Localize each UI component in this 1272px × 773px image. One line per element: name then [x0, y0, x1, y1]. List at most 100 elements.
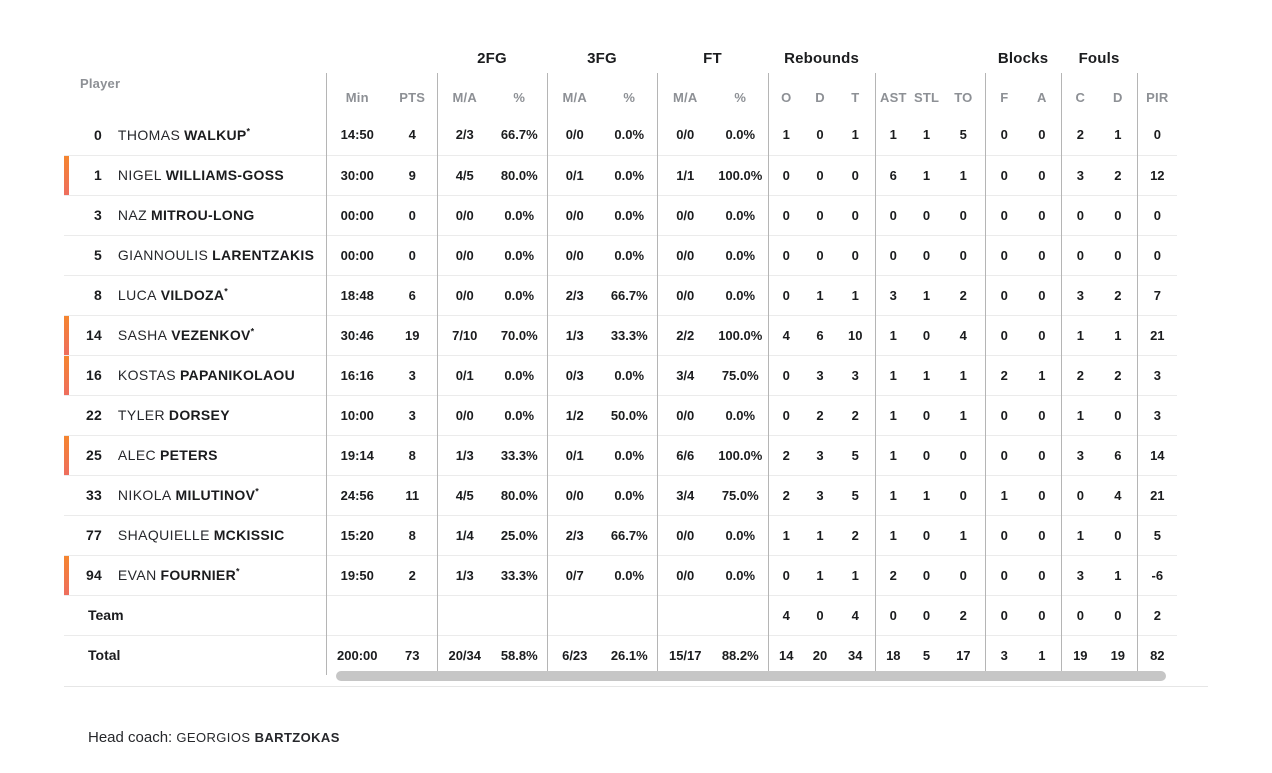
fg2-ma-cell: 0/0	[436, 274, 492, 315]
column-header-ft-pct: %	[734, 90, 747, 105]
pts-cell: 3	[388, 354, 437, 395]
blk-f-cell: 0	[984, 274, 1024, 315]
reb-d-cell: 2	[804, 394, 837, 435]
min-cell: 19:50	[325, 554, 388, 595]
player-last-name: VILDOZA	[160, 287, 225, 303]
player-cell: 25 ALEC PETERS	[64, 434, 326, 475]
fg2-pct-cell: 33.3%	[492, 434, 547, 475]
min-cell: 18:48	[325, 274, 388, 315]
starter-mark: *	[250, 326, 255, 337]
head-coach-last-name: BARTZOKAS	[254, 730, 340, 745]
ast-cell: 6	[874, 154, 912, 195]
stl-cell: 1	[911, 354, 943, 395]
min-cell: 24:56	[325, 474, 388, 515]
player-cell: 14 SASHA VEZENKOV*	[64, 314, 326, 355]
to-cell: 1	[942, 354, 986, 395]
fg3-pct-cell: 0.0%	[602, 434, 657, 475]
pts-cell: 6	[388, 274, 437, 315]
player-last-name: WILLIAMS-GOSS	[165, 167, 285, 183]
on-court-indicator	[64, 276, 69, 315]
blk-f-cell: 0	[984, 554, 1024, 595]
fg2-pct-cell: 0.0%	[492, 194, 547, 235]
player-rows: 0 THOMAS WALKUP* 14:50 4 2/3 66.7% 0/0 0…	[64, 115, 1178, 595]
ast-cell: 1	[874, 474, 912, 515]
column-header-ast: AST	[874, 73, 912, 115]
fg2-pct-cell: 70.0%	[492, 314, 547, 355]
player-number: 77	[86, 527, 102, 543]
player-number: 33	[86, 487, 102, 503]
column-header-blk-a: A	[1037, 90, 1047, 105]
fg3-ma-cell: 0/0	[546, 194, 602, 235]
foul-c-cell: 0	[1060, 474, 1100, 515]
ast-cell: 0	[874, 194, 912, 235]
fg3-pct-cell: 0.0%	[602, 554, 657, 595]
blk-a-cell: 0	[1023, 154, 1062, 195]
stl-cell: 1	[911, 154, 943, 195]
on-court-indicator	[64, 435, 69, 475]
ft-pct-cell: 0.0%	[713, 394, 769, 435]
foul-d-cell: 1	[1099, 314, 1138, 355]
team-row: Team 4 0 4 0 0 2 0 0 0	[64, 594, 1178, 635]
foul-c-cell: 1	[1060, 314, 1100, 355]
total-to-cell: 17	[942, 634, 986, 675]
reb-d-cell: 1	[804, 274, 837, 315]
to-cell: 5	[959, 127, 967, 143]
horizontal-scrollbar-thumb[interactable]	[336, 671, 1166, 681]
fg2-pct-cell: 33.3%	[492, 554, 547, 595]
total-pts-cell: 73	[388, 634, 437, 675]
fg2-pct-cell: 0.0%	[492, 394, 547, 435]
fg3-pct-cell: 66.7%	[602, 274, 657, 315]
pts-cell: 4	[408, 127, 416, 143]
stl-cell: 0	[911, 234, 943, 275]
fg3-ma-cell: 0/0	[546, 115, 602, 155]
player-row: 8 LUCA VILDOZA* 18:48 6 0/0 0.0% 2/3 66.…	[64, 274, 1178, 315]
foul-d-cell: 6	[1099, 434, 1138, 475]
foul-d-cell: 0	[1099, 514, 1138, 555]
to-cell: 0	[942, 434, 986, 475]
ast-cell: 2	[874, 554, 912, 595]
fg3-ma-cell: 0/1	[546, 154, 602, 195]
reb-o-cell: 0	[767, 274, 805, 315]
on-court-indicator	[64, 196, 69, 235]
team-ft-pct-cell	[713, 594, 769, 635]
ft-ma-cell: 0/0	[656, 514, 713, 555]
blk-a-cell: 0	[1023, 234, 1062, 275]
foul-d-cell: 2	[1099, 274, 1138, 315]
reb-t-cell: 5	[836, 474, 876, 515]
fg3-pct-cell: 0.0%	[602, 234, 657, 275]
pts-cell: 2	[388, 554, 437, 595]
player-number: 0	[94, 126, 102, 143]
column-header-3fg-pct: %	[623, 90, 636, 105]
reb-o-cell: 0	[767, 194, 805, 235]
pir-cell: 21	[1136, 314, 1178, 355]
reb-t-cell: 10	[836, 314, 876, 355]
fg3-pct-cell: 0.0%	[602, 194, 657, 235]
min-cell: 00:00	[325, 234, 388, 275]
team-blk-a-cell: 0	[1023, 594, 1062, 635]
fg3-ma-cell: 0/1	[546, 434, 602, 475]
team-pir-cell: 2	[1136, 594, 1178, 635]
total-blk-f-cell: 3	[984, 634, 1024, 675]
fg3-ma-cell: 2/3	[546, 274, 602, 315]
player-cell: 77 SHAQUIELLE MCKISSIC	[64, 514, 326, 555]
group-header-blocks: Blocks	[997, 50, 1049, 67]
ft-pct-cell: 75.0%	[713, 354, 769, 395]
fg2-ma-cell: 1/4	[436, 514, 492, 555]
ft-ma-cell: 0/0	[656, 274, 713, 315]
player-first-name: SHAQUIELLE	[117, 527, 210, 543]
fg3-ma-cell: 1/3	[546, 314, 602, 355]
team-reb-t-cell: 4	[836, 594, 876, 635]
stl-cell: 0	[911, 314, 943, 355]
reb-t-cell: 1	[836, 274, 876, 315]
reb-d-cell: 0	[804, 154, 837, 195]
total-pir-cell: 82	[1136, 634, 1178, 675]
column-header-player: Player	[80, 76, 121, 91]
team-to-cell: 2	[942, 594, 986, 635]
total-2fg-pct-cell: 58.8%	[492, 634, 547, 675]
min-cell: 15:20	[325, 514, 388, 555]
on-court-indicator	[64, 396, 69, 435]
ft-pct-cell: 75.0%	[713, 474, 769, 515]
blk-f-cell: 0	[984, 194, 1024, 235]
on-court-indicator	[64, 155, 69, 195]
